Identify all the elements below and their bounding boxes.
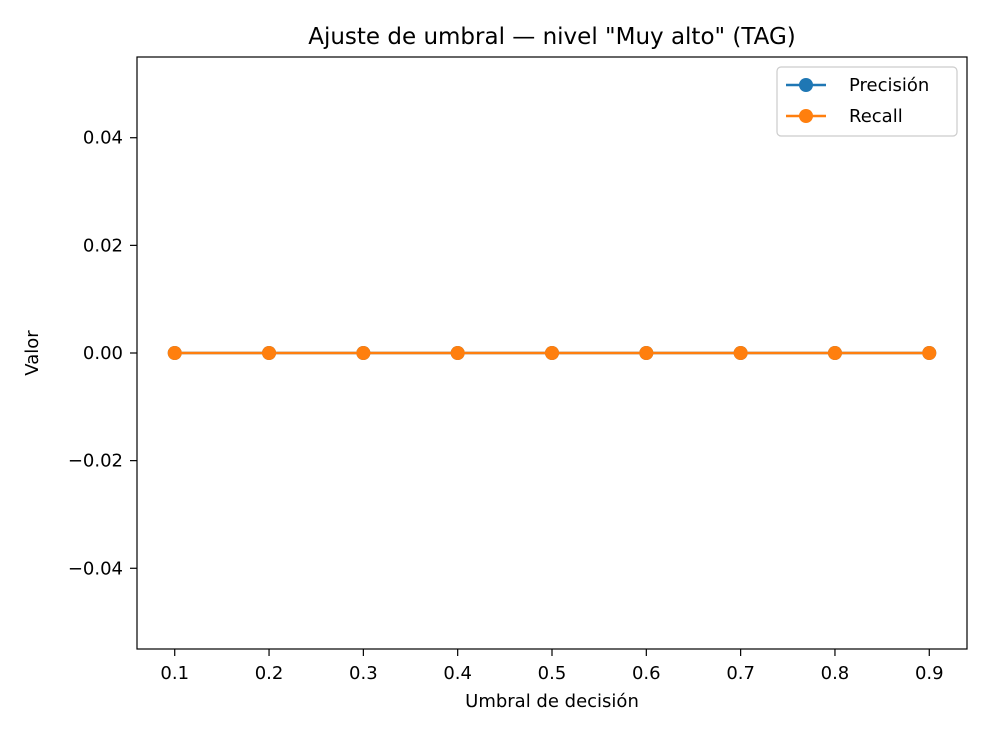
y-tick-label: 0.04 [83,128,123,149]
x-tick-label: 0.5 [538,663,567,684]
series-2 [167,346,937,360]
x-tick-label: 0.7 [726,663,755,684]
legend-label: Precisión [849,75,929,96]
x-tick-label: 0.3 [349,663,378,684]
x-tick-label: 0.6 [632,663,661,684]
x-tick-label: 0.2 [255,663,284,684]
y-tick-label: 0.02 [83,235,123,256]
data-point [922,346,937,360]
series-layer [167,346,937,360]
y-axis-label: Valor [22,330,43,376]
x-tick-label: 0.4 [443,663,472,684]
x-axis: 0.1 0.2 0.3 0.4 0.5 0.6 0.7 0.8 0.9 [160,649,944,684]
data-point [167,346,182,360]
x-axis-label: Umbral de decisión [465,691,639,712]
x-tick-label: 0.9 [915,663,944,684]
y-tick-label: 0.00 [83,343,123,364]
data-point [827,346,842,360]
x-tick-label: 0.1 [160,663,189,684]
x-tick-label: 0.8 [821,663,850,684]
y-axis: −0.04 −0.02 0.00 0.02 0.04 [68,128,137,579]
legend: Precisión Recall [776,66,958,137]
data-point [262,346,277,360]
data-point [545,346,559,360]
y-tick-label: −0.04 [68,558,123,579]
data-point [639,346,654,360]
legend-label: Recall [849,106,903,127]
legend-marker [799,109,813,123]
chart-title: Ajuste de umbral — nivel "Muy alto" (TAG… [308,24,796,50]
data-point [733,346,748,360]
data-point [450,346,465,360]
legend-entry: Recall [786,106,903,127]
y-tick-label: −0.02 [68,451,123,472]
legend-entry: Precisión [786,75,929,96]
data-point [356,346,371,360]
legend-marker [799,78,813,92]
